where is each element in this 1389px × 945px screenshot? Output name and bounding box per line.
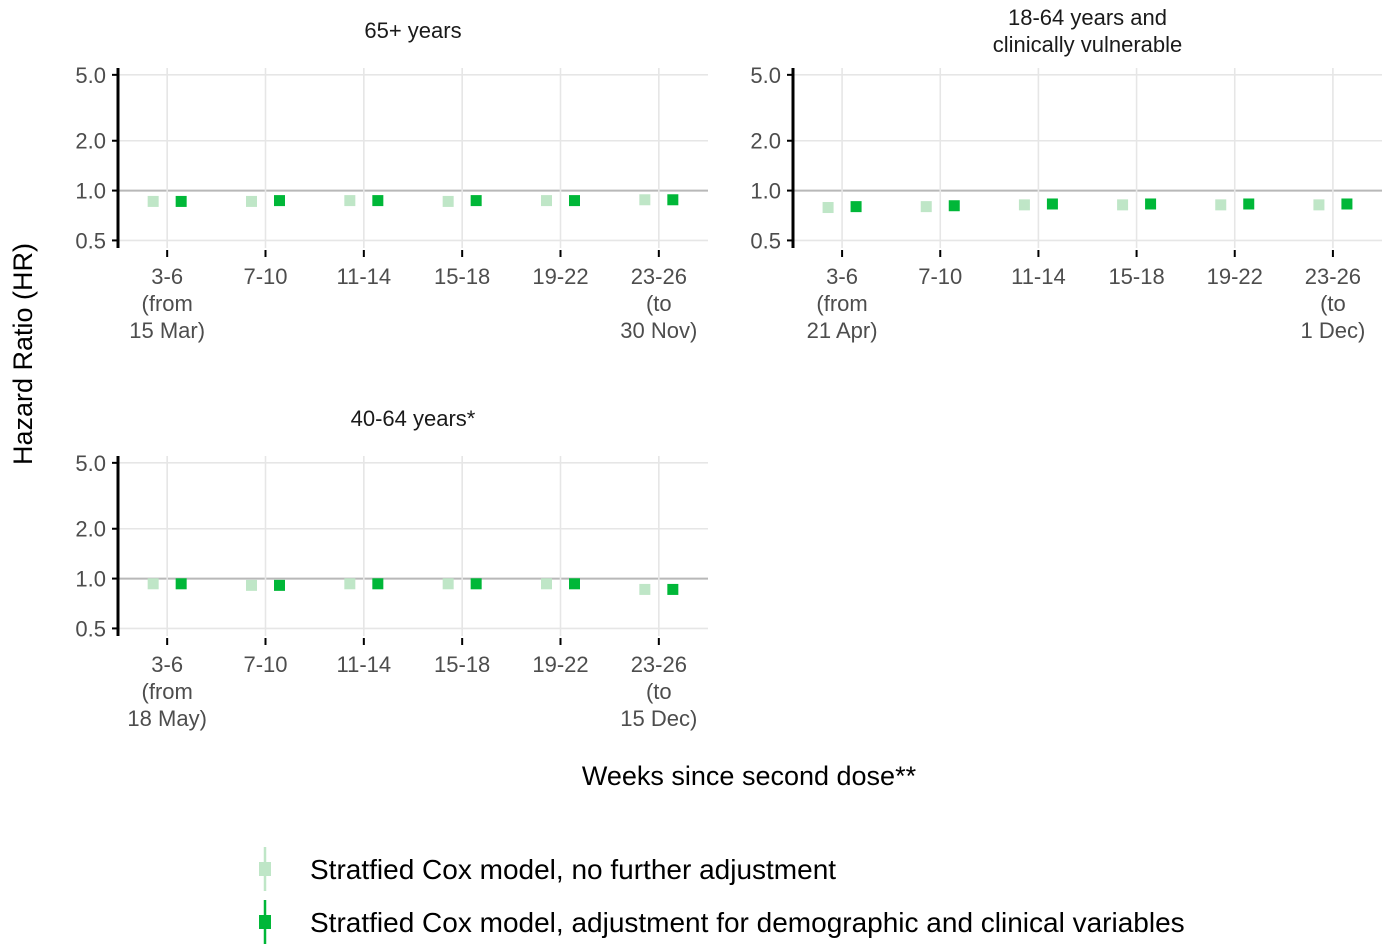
- unadjusted-point: [920, 201, 932, 213]
- unadjusted-point: [344, 195, 356, 207]
- x-tick-label: 11-14: [337, 652, 392, 677]
- unadjusted-point: [147, 578, 159, 590]
- x-tick-label: 15-18: [1108, 264, 1164, 289]
- y-tick-label: 1.0: [75, 179, 106, 204]
- adjusted-point: [274, 579, 285, 591]
- x-tick-label: 11-14: [1011, 264, 1066, 289]
- unadjusted-point: [822, 202, 834, 214]
- unadjusted-point: [1313, 199, 1325, 211]
- x-tick-label: 23-26: [631, 264, 687, 289]
- x-tick-label: 15 Dec): [620, 706, 697, 731]
- x-tick-label: 1 Dec): [1301, 318, 1366, 343]
- legend: Stratfied Cox model, no further adjustme…: [259, 847, 1185, 944]
- unadjusted-point: [639, 194, 651, 206]
- unadjusted-point: [1215, 199, 1227, 211]
- adjusted-point: [569, 578, 580, 590]
- legend-label-unadjusted: Stratfied Cox model, no further adjustme…: [310, 854, 836, 885]
- unadjusted-point: [246, 579, 257, 591]
- x-tick-label: (from: [816, 291, 867, 316]
- unadjusted-point: [442, 578, 454, 590]
- x-tick-label: (to: [646, 291, 672, 316]
- x-tick-label: 19-22: [1207, 264, 1263, 289]
- x-tick-label: (from: [142, 679, 193, 704]
- x-tick-label: 3-6: [151, 652, 183, 677]
- x-tick-label: (from: [142, 291, 193, 316]
- adjusted-point: [948, 200, 960, 212]
- x-tick-label: 15-18: [434, 652, 490, 677]
- panel-title: clinically vulnerable: [993, 32, 1183, 57]
- y-tick-label: 0.5: [75, 616, 106, 641]
- x-tick-label: 23-26: [631, 652, 687, 677]
- y-tick-label: 5.0: [750, 63, 781, 88]
- x-tick-label: 15 Mar): [129, 318, 205, 343]
- x-tick-label: 3-6: [826, 264, 858, 289]
- unadjusted-point: [344, 578, 356, 590]
- adjusted-point: [1145, 198, 1157, 210]
- x-tick-label: (to: [646, 679, 672, 704]
- adjusted-point: [470, 195, 482, 207]
- panel-title: 18-64 years and: [1008, 5, 1167, 30]
- panel-title: 40-64 years*: [351, 406, 476, 431]
- y-tick-label: 0.5: [750, 228, 781, 253]
- adjusted-point: [1046, 198, 1058, 210]
- x-tick-label: 21 Apr): [807, 318, 878, 343]
- x-tick-label: 19-22: [532, 652, 588, 677]
- x-tick-label: 19-22: [532, 264, 588, 289]
- unadjusted-point: [442, 195, 454, 207]
- y-axis-title: Hazard Ratio (HR): [8, 243, 38, 465]
- x-tick-label: 7-10: [243, 264, 287, 289]
- y-tick-label: 0.5: [75, 228, 106, 253]
- x-tick-label: (to: [1320, 291, 1346, 316]
- y-tick-label: 1.0: [750, 179, 781, 204]
- x-tick-label: 15-18: [434, 264, 490, 289]
- x-tick-label: 23-26: [1305, 264, 1361, 289]
- x-axis-title: Weeks since second dose**: [582, 761, 917, 791]
- panel-title: 65+ years: [364, 18, 461, 43]
- x-tick-label: 7-10: [918, 264, 962, 289]
- adjusted-point: [667, 194, 679, 206]
- unadjusted-point: [1117, 199, 1129, 211]
- y-tick-label: 1.0: [75, 567, 106, 592]
- y-tick-label: 2.0: [75, 129, 106, 154]
- unadjusted-point: [246, 195, 257, 207]
- x-tick-label: 3-6: [151, 264, 183, 289]
- legend-key-unadjusted: [259, 862, 271, 876]
- adjusted-point: [850, 201, 862, 213]
- adjusted-point: [1243, 198, 1255, 210]
- unadjusted-point: [147, 195, 159, 207]
- adjusted-point: [569, 195, 580, 207]
- adjusted-point: [667, 583, 679, 595]
- x-tick-label: 7-10: [243, 652, 287, 677]
- unadjusted-point: [541, 578, 552, 590]
- unadjusted-point: [541, 195, 552, 207]
- y-tick-label: 2.0: [75, 517, 106, 542]
- y-tick-label: 5.0: [75, 451, 106, 476]
- adjusted-point: [470, 578, 482, 590]
- y-tick-label: 2.0: [750, 129, 781, 154]
- adjusted-point: [372, 195, 384, 207]
- x-tick-label: 30 Nov): [620, 318, 697, 343]
- adjusted-point: [1341, 198, 1353, 210]
- x-tick-label: 18 May): [127, 706, 206, 731]
- legend-label-adjusted: Stratfied Cox model, adjustment for demo…: [310, 907, 1185, 938]
- adjusted-point: [175, 195, 187, 207]
- x-tick-label: 11-14: [337, 264, 392, 289]
- y-tick-label: 5.0: [75, 63, 106, 88]
- adjusted-point: [274, 195, 285, 207]
- legend-key-adjusted: [259, 915, 271, 929]
- adjusted-point: [372, 578, 384, 590]
- unadjusted-point: [639, 583, 651, 595]
- unadjusted-point: [1018, 199, 1030, 211]
- adjusted-point: [175, 578, 187, 590]
